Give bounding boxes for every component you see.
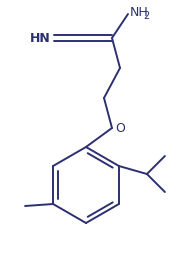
- Text: NH: NH: [130, 6, 149, 19]
- Text: 2: 2: [143, 11, 149, 21]
- Text: HN: HN: [30, 31, 51, 44]
- Text: O: O: [115, 121, 125, 135]
